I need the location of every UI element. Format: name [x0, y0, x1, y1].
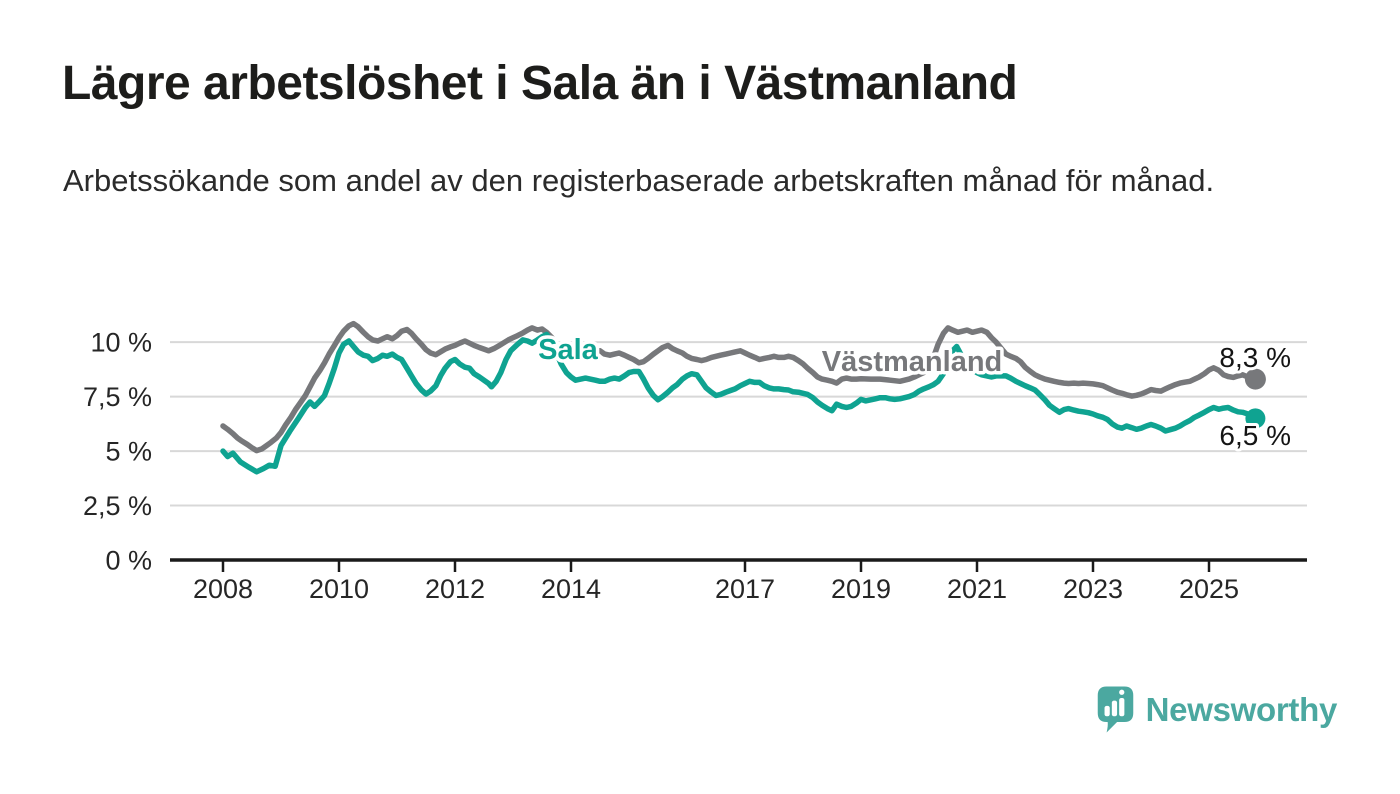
- y-tick-label: 7,5 %: [83, 382, 152, 412]
- chart-subtitle: Arbetssökande som andel av den registerb…: [63, 163, 1215, 198]
- x-tick-label: 2014: [541, 574, 601, 604]
- y-tick-label: 2,5 %: [83, 491, 152, 521]
- newsworthy-logo: Newsworthy: [1097, 686, 1337, 733]
- series-label-sala: Sala: [538, 334, 599, 366]
- end-value-label-sala: 6,5 %: [1219, 420, 1291, 451]
- brand-name: Newsworthy: [1145, 690, 1338, 728]
- x-tick-label: 2008: [193, 574, 253, 604]
- y-tick-label: 5 %: [105, 437, 152, 467]
- series-label-vastmanland: Västmanland: [822, 346, 1003, 378]
- logo-bar-tall: [1118, 698, 1125, 717]
- y-tick-label: 0 %: [105, 546, 152, 576]
- gridlines: [170, 341, 1307, 507]
- x-tick-label: 2021: [947, 574, 1007, 604]
- x-tick-label: 2012: [425, 574, 485, 604]
- y-tick-label: 10 %: [90, 328, 152, 358]
- y-axis-labels: 10 % 7,5 % 5 % 2,5 % 0 %: [83, 328, 152, 576]
- end-dot-sala: [1245, 408, 1266, 429]
- x-tick-label: 2019: [831, 574, 891, 604]
- series-line-sala: [220, 331, 1259, 475]
- x-tick-label: 2023: [1063, 574, 1123, 604]
- series-line-vastmanland: [220, 320, 1259, 454]
- x-tick-label: 2010: [309, 574, 369, 604]
- end-dot-vastmanland: [1244, 368, 1266, 390]
- page-title: Lägre arbetslöshet i Sala än i Västmanla…: [62, 57, 1018, 110]
- x-tick-label: 2025: [1179, 574, 1239, 604]
- x-axis-labels: 2008 2010 2012 2014 2017 2019 2021 2023 …: [193, 574, 1239, 604]
- newsworthy-speech-bubble-icon: [1097, 686, 1133, 733]
- x-tick-label: 2017: [715, 574, 775, 604]
- x-axis-ticks: [221, 560, 1211, 572]
- logo-bar-small: [1104, 705, 1110, 717]
- logo-bar-chart-icon: [1104, 689, 1125, 717]
- logo-exclamation-dot: [1118, 689, 1125, 695]
- logo-bar-medium: [1111, 700, 1117, 717]
- end-value-label-vastmanland: 8,3 %: [1219, 342, 1291, 373]
